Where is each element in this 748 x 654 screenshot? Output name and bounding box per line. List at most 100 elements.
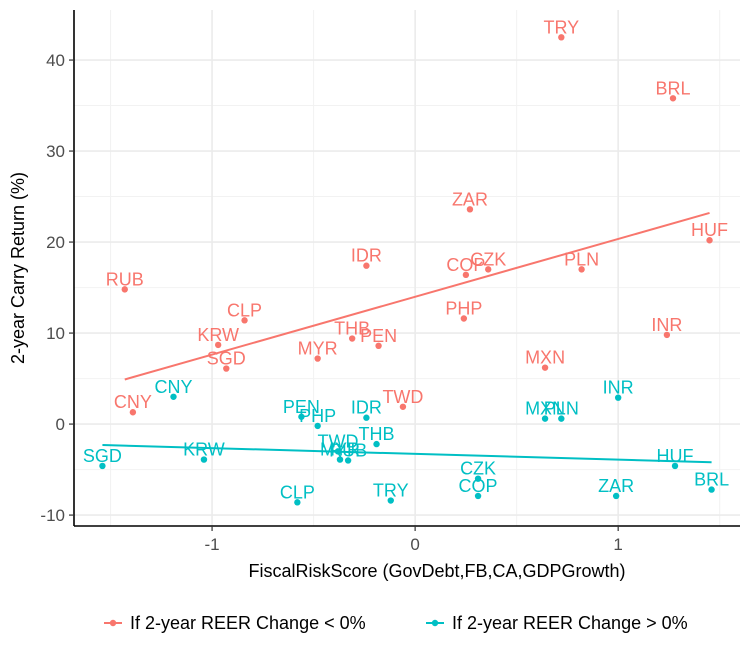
point-inr-series-1: [663, 331, 671, 339]
point-brl-series-2: [708, 486, 715, 493]
label-cop-series-1: COP: [446, 255, 485, 275]
label-krw-series-2: KRW: [183, 440, 225, 460]
point-php-series-2: [314, 422, 321, 430]
x-tick-label: -1: [205, 535, 220, 554]
label-myr-series-1: MYR: [298, 339, 338, 359]
label-idr-series-1: IDR: [351, 246, 382, 266]
legend-label-series-2: If 2-year REER Change > 0%: [452, 613, 688, 633]
y-axis-title: 2-year Carry Return (%): [8, 172, 28, 364]
point-pln-series-1: [578, 266, 585, 273]
point-clp-series-2: [294, 499, 301, 506]
y-tick-label: -10: [40, 506, 65, 525]
x-tick-label: 0: [410, 535, 419, 554]
legend-item-series-1: If 2-year REER Change < 0%: [104, 613, 366, 633]
label-clp-series-1: CLP: [227, 300, 262, 320]
label-rub-series-1: RUB: [106, 269, 144, 289]
label-mxn-series-2: MXN: [525, 399, 565, 419]
label-php-series-1: PHP: [445, 299, 482, 319]
label-mxn-series-1: MXN: [525, 348, 565, 368]
label-pln-series-1: PLN: [564, 249, 599, 269]
legend-point-icon: [109, 619, 117, 627]
label-cop-series-2: COP: [459, 476, 498, 496]
legend-point-icon: [431, 619, 439, 627]
label-huf-series-1: HUF: [691, 220, 728, 240]
point-sgd-series-2: [99, 462, 106, 470]
point-thb-series-1: [348, 335, 356, 342]
x-tick-label: 1: [613, 535, 622, 554]
label-thb-series-2: THB: [359, 424, 395, 444]
point-zar-series-1: [466, 206, 474, 213]
y-tick-label: 40: [46, 51, 65, 70]
label-twd-series-2: TWD: [317, 431, 358, 451]
label-cny-series-2: CNY: [154, 377, 192, 397]
x-axis-title: FiscalRiskScore (GovDebt,FB,CA,GDPGrowth…: [248, 561, 625, 581]
point-try-series-2: [387, 497, 394, 504]
point-idr-series-1: [363, 262, 370, 269]
label-sgd-series-1: SGD: [207, 349, 246, 369]
label-brl-series-1: BRL: [655, 78, 690, 98]
point-myr-series-1: [314, 355, 321, 362]
fit-line-series-2: [102, 444, 712, 464]
label-pen-series-1: PEN: [360, 326, 397, 346]
legend-label-series-1: If 2-year REER Change < 0%: [130, 613, 366, 633]
point-pen-series-1: [375, 342, 382, 350]
point-mxn-series-1: [541, 364, 549, 371]
y-tick-label: 30: [46, 142, 65, 161]
point-sgd-series-1: [223, 365, 230, 372]
point-brl-series-1: [669, 95, 677, 102]
label-inr-series-1: INR: [651, 315, 682, 335]
point-cop-series-2: [474, 492, 482, 500]
point-try-series-1: [558, 34, 565, 41]
point-php-series-1: [460, 315, 468, 322]
point-inr-series-2: [614, 394, 622, 401]
label-czk-series-1: CZK: [470, 249, 506, 269]
point-cny-series-1: [129, 409, 137, 416]
point-mxn-series-2: [541, 415, 549, 422]
point-krw-series-2: [200, 456, 208, 463]
label-pln-series-2: PLN: [544, 399, 579, 419]
legend: If 2-year REER Change < 0% If 2-year REER…: [104, 613, 688, 633]
point-pln-series-2: [558, 415, 565, 422]
point-rub-series-2: [344, 457, 352, 464]
point-pen-series-2: [298, 413, 305, 420]
label-cny-series-1: CNY: [114, 392, 152, 412]
point-huf-series-1: [706, 237, 713, 244]
label-try-series-2: TRY: [373, 481, 409, 501]
label-zar-series-1: ZAR: [452, 189, 488, 209]
point-krw-series-1: [214, 341, 222, 349]
point-cny-series-2: [170, 393, 177, 400]
label-pen-series-2: PEN: [283, 397, 320, 417]
legend-item-series-2: If 2-year REER Change > 0%: [426, 613, 688, 633]
label-php-series-2: PHP: [299, 406, 336, 426]
y-tick-label: 10: [46, 324, 65, 343]
point-rub-series-1: [121, 286, 128, 293]
label-sgd-series-2: SGD: [83, 446, 122, 466]
grid-lines: [74, 10, 740, 526]
point-idr-series-2: [363, 414, 370, 421]
point-cop-series-1: [462, 271, 470, 279]
y-tick-label: 0: [56, 415, 65, 434]
point-clp-series-1: [241, 317, 248, 324]
label-zar-series-2: ZAR: [598, 476, 634, 496]
label-myr-series-2: MYR: [320, 440, 360, 460]
point-czk-series-2: [474, 475, 482, 482]
point-myr-series-2: [336, 456, 344, 463]
data-points: [99, 34, 715, 506]
label-brl-series-2: BRL: [694, 470, 729, 490]
point-zar-series-2: [612, 492, 620, 500]
label-inr-series-2: INR: [603, 378, 634, 398]
axes: [73, 10, 740, 527]
label-try-series-1: TRY: [543, 17, 579, 37]
label-clp-series-2: CLP: [280, 482, 315, 502]
label-idr-series-2: IDR: [351, 398, 382, 418]
point-twd-series-1: [399, 403, 407, 410]
point-thb-series-2: [373, 440, 380, 448]
y-tick-label: 20: [46, 233, 65, 252]
point-twd-series-2: [334, 448, 342, 455]
label-thb-series-1: THB: [334, 319, 370, 339]
label-rub-series-2: RUB: [329, 440, 367, 460]
